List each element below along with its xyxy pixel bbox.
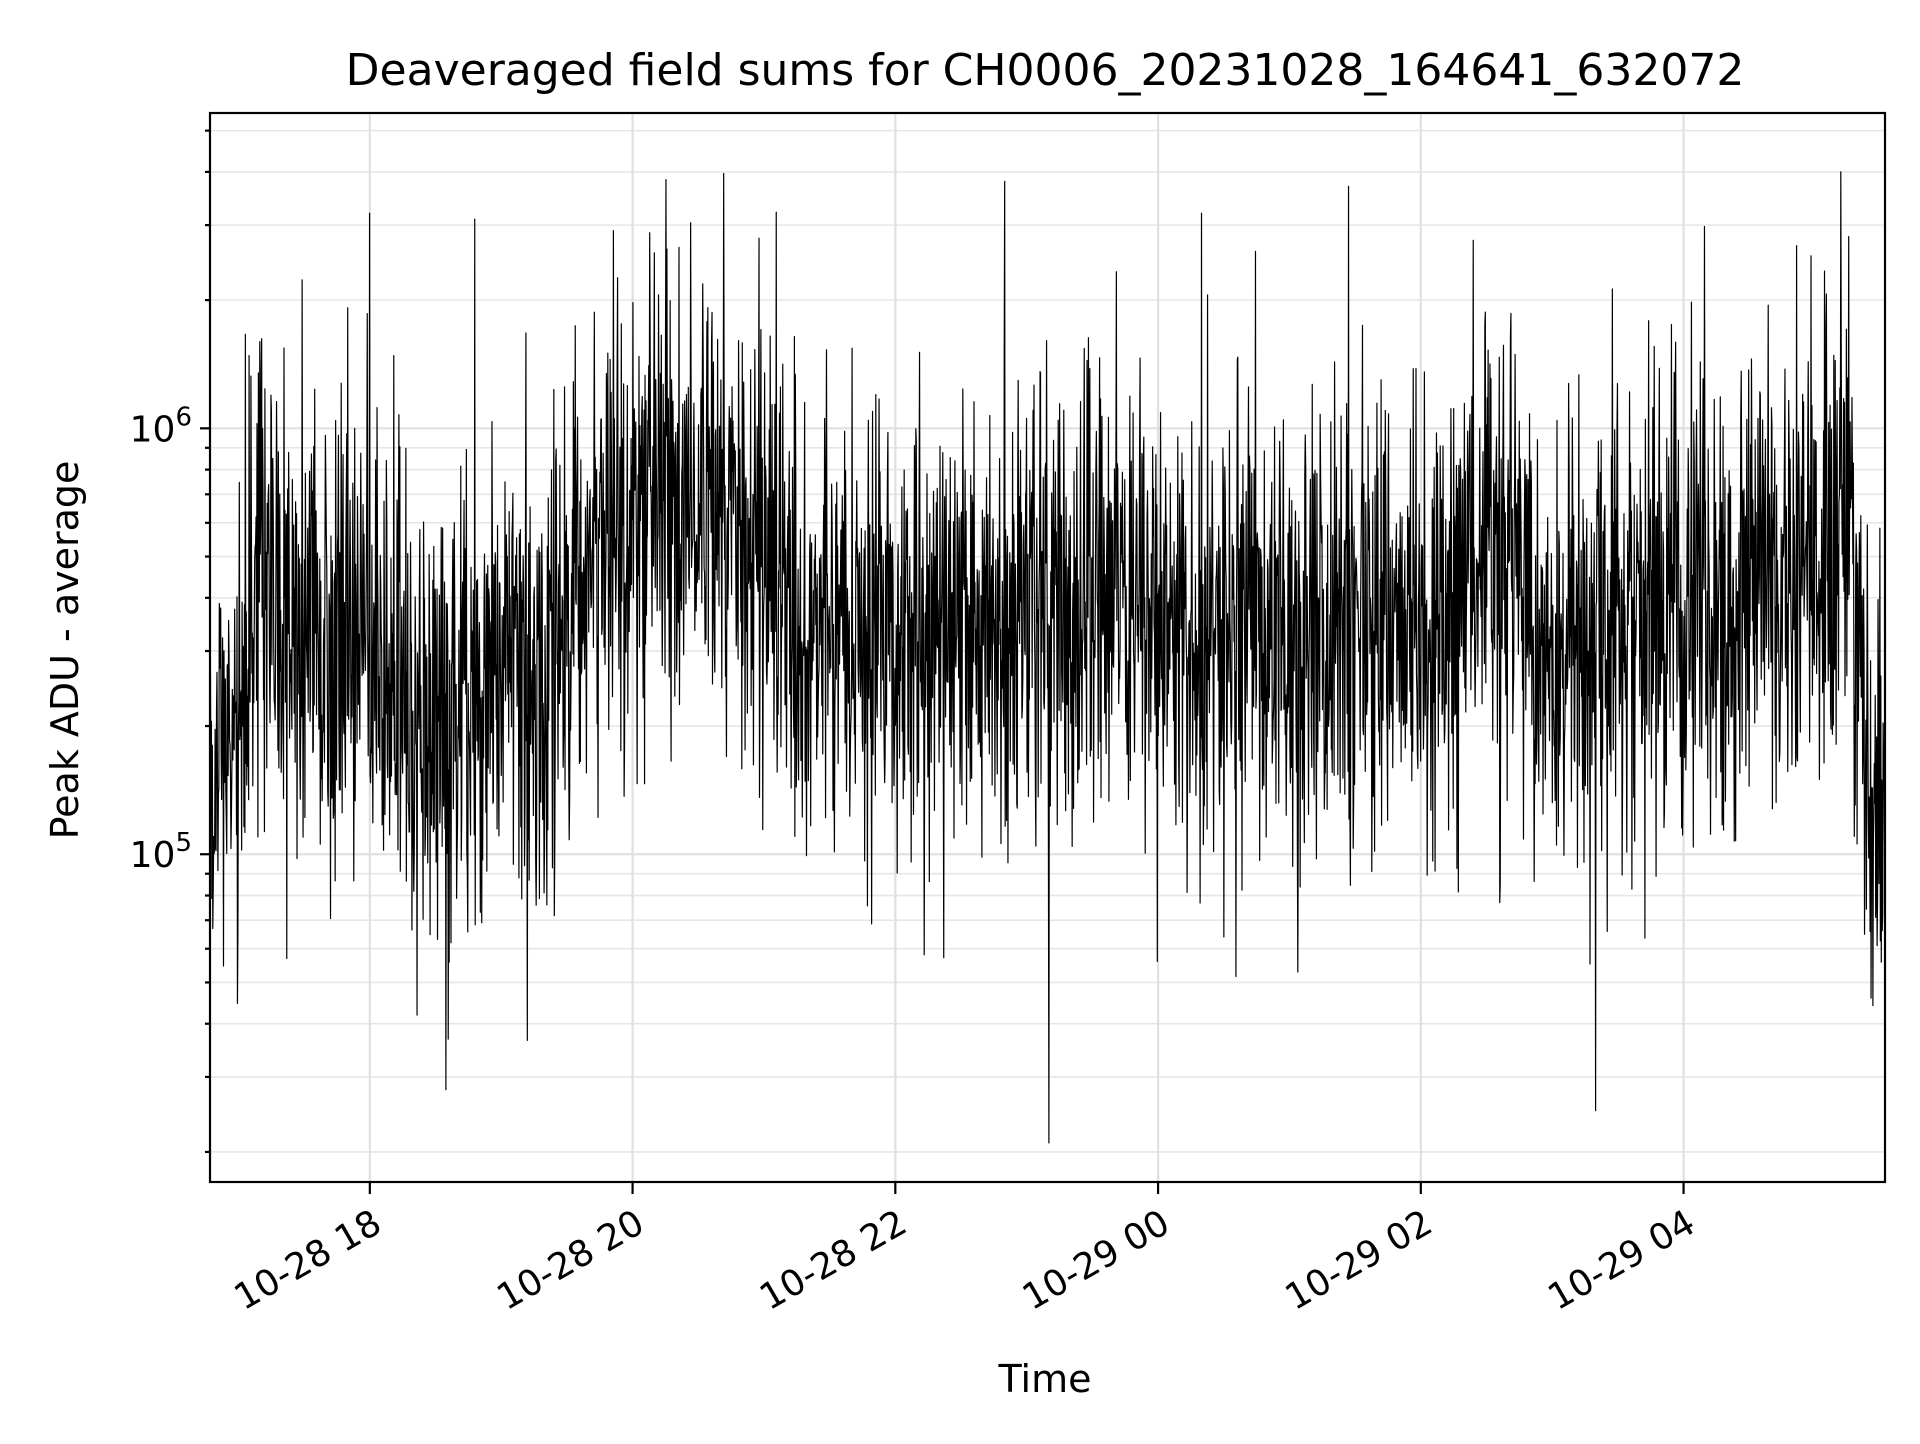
y-axis-label: Peak ADU - average (43, 461, 87, 840)
x-tick-label: 10-29 02 (1279, 1202, 1440, 1318)
x-tick-label: 10-28 22 (753, 1202, 914, 1318)
tick-layer: 105 106 10-28 18 10-28 20 10-28 22 10-29 00 10… (130, 129, 1702, 1319)
x-tick-label: 10-29 00 (1016, 1202, 1177, 1318)
axes-frame (208, 111, 1887, 1184)
y-tick-label: 106 (130, 402, 192, 450)
x-tick-label: 10-29 04 (1541, 1202, 1702, 1318)
series-line (209, 171, 1886, 1144)
x-axis-label: Time (998, 1357, 1092, 1401)
x-tick-label: 10-28 20 (490, 1202, 651, 1318)
chart-title: Deaveraged field sums for CH0006_2023102… (346, 45, 1745, 96)
series-layer (209, 171, 1886, 1144)
x-tick-label: 10-28 18 (228, 1202, 389, 1318)
y-tick-label: 105 (130, 828, 192, 876)
